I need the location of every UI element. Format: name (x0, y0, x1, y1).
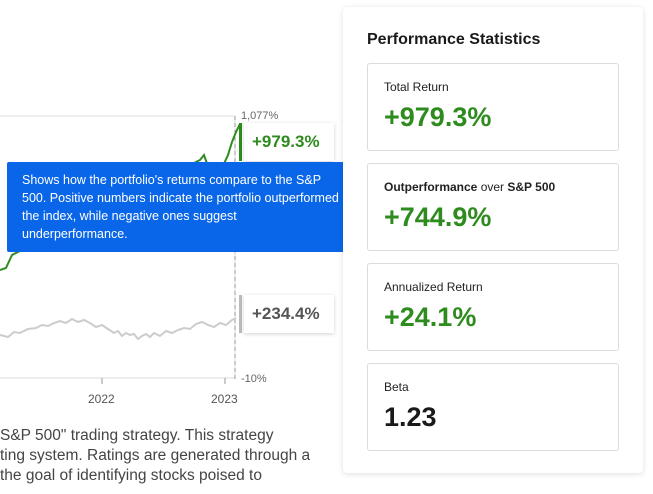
outperformance-label[interactable]: Outperformance over S&P 500 (384, 180, 555, 194)
outperformance-label-ref: S&P 500 (507, 180, 556, 194)
strategy-description: S&P 500" trading strategy. This strategy… (0, 426, 340, 486)
beta-value: 1.23 (384, 402, 437, 432)
outperformance-value: +744.9% (384, 202, 492, 232)
y-tick-bottom: -10% (241, 373, 267, 385)
total-return-label: Total Return (384, 80, 449, 94)
annualized-return-label: Annualized Return (384, 280, 483, 294)
outperformance-label-mid: over (477, 180, 508, 194)
total-return-card: Total Return +979.3% (367, 63, 619, 151)
x-tick-2022: 2022 (88, 392, 115, 406)
beta-label: Beta (384, 380, 409, 394)
annualized-return-value: +24.1% (384, 302, 477, 332)
performance-chart: 1,077% -10% 2022 2023 +979.3% +234.4% (0, 0, 340, 420)
y-tick-top: 1,077% (241, 110, 279, 122)
panel-title: Performance Statistics (367, 31, 541, 48)
x-tick-2023: 2023 (211, 392, 238, 406)
beta-card: Beta 1.23 (367, 363, 619, 451)
description-line: the goal of identifying stocks poised to (0, 467, 262, 484)
outperformance-tooltip: Shows how the portfolio's returns compar… (7, 162, 364, 252)
performance-statistics-panel: Performance Statistics Total Return +979… (343, 7, 643, 473)
portfolio-value-marker (239, 123, 242, 161)
description-line: S&P 500" trading strategy. This strategy (0, 427, 274, 444)
benchmark-return-label: +234.4% (244, 295, 334, 333)
tooltip-text: Shows how the portfolio's returns compar… (22, 173, 339, 241)
benchmark-value-marker (239, 295, 242, 333)
total-return-value: +979.3% (384, 102, 492, 132)
chart-svg: 1,077% -10% 2022 2023 (0, 110, 279, 406)
portfolio-return-label: +979.3% (244, 123, 334, 161)
description-line: ting system. Ratings are generated throu… (0, 447, 311, 464)
outperformance-label-strong: Outperformance (384, 180, 478, 194)
annualized-return-card: Annualized Return +24.1% (367, 263, 619, 351)
outperformance-card[interactable]: Outperformance over S&P 500 +744.9% (367, 163, 619, 251)
benchmark-series-line (0, 317, 237, 341)
